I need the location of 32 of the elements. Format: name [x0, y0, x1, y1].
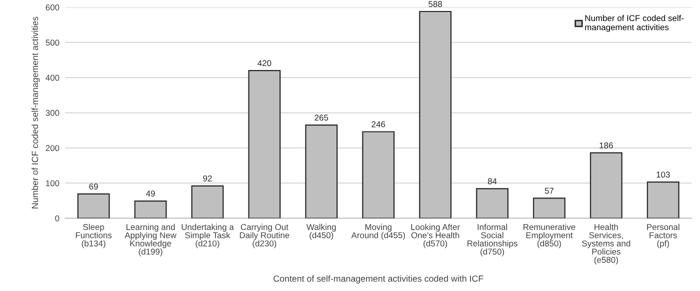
y-axis-title: Number of ICF coded self-management activities	[32, 16, 40, 208]
data-label: 588	[428, 1, 442, 8]
y-tick-label: 100	[46, 180, 60, 186]
data-label: 57	[544, 188, 554, 194]
x-tick-label: Learning and Applying New Knowledge (d199)	[124, 224, 176, 256]
data-label: 265	[314, 114, 328, 121]
x-tick-label: Carrying Out Daily Routine (d230)	[240, 224, 290, 248]
data-label: 92	[203, 175, 212, 182]
legend-label: Number of ICF coded self- management activities	[585, 14, 684, 32]
data-label: 69	[89, 184, 98, 190]
data-label: 246	[372, 121, 386, 128]
x-axis-title: Content of self-management activities coded with ICF	[274, 275, 484, 284]
x-tick-label: Informal Social Relationships (d750)	[468, 224, 518, 256]
y-tick-label: 600	[46, 4, 60, 10]
y-tick-label: 400	[46, 74, 60, 81]
x-tick-label: Health Services, Systems and Policies (e580)	[582, 224, 630, 265]
data-label: 103	[656, 172, 670, 178]
x-tick-label: Sleep Functions (b134)	[76, 224, 112, 248]
data-label: 84	[488, 178, 497, 184]
y-tick-label: 500	[46, 40, 60, 46]
x-tick-label: Looking After One's Health (d570)	[411, 224, 460, 248]
data-label: 186	[600, 142, 613, 148]
y-tick-label: 200	[46, 145, 60, 152]
x-tick-label: Walking (d450)	[306, 224, 336, 240]
y-tick-label: 0	[55, 215, 60, 222]
y-tick-label: 300	[46, 110, 60, 116]
data-label: 49	[146, 190, 155, 197]
data-label: 420	[258, 60, 272, 66]
x-tick-label: Moving Around (d455)	[351, 224, 405, 240]
x-tick-label: Personal Factors (pf)	[647, 224, 680, 248]
x-tick-label: Remunerative Employment (d850)	[524, 224, 576, 248]
x-tick-label: Undertaking a Simple Task (d210)	[182, 224, 234, 248]
